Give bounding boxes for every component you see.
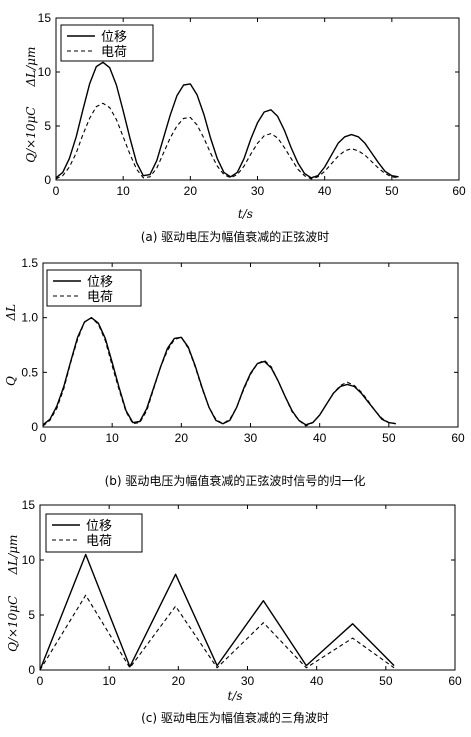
legend-label: 电荷 [101,45,127,60]
x-tick-label: 20 [172,674,186,688]
y-tick-label: 10 [22,553,36,567]
y-tick-label: 5 [44,119,51,133]
legend-label: 位移 [87,275,113,290]
x-tick-label: 40 [313,431,327,445]
series-line-displacement [42,317,396,426]
legend-box [46,269,142,307]
legend-box [60,24,154,62]
y-axis-label-top: ΔL/μm [24,47,38,88]
legend-label: 电荷 [87,290,113,305]
y-tick-label: 0 [28,663,35,677]
legend-label: 位移 [101,30,127,45]
y-tick-label: 10 [38,65,52,79]
x-tick-label: 50 [379,674,393,688]
y-axis-label-bottom: Q/×10μC [24,107,38,163]
series-line-charge [42,317,396,427]
x-axis-label: t/s [238,207,253,221]
y-tick-label: 0 [31,420,38,434]
y-tick-label: 15 [38,11,52,25]
x-tick-label: 0 [40,431,47,445]
x-tick-label: 50 [385,184,399,198]
x-tick-label: 10 [105,431,119,445]
x-tick-label: 20 [184,184,198,198]
y-tick-label: 15 [22,498,36,512]
x-tick-label: 40 [318,184,332,198]
panel-caption: (b) 驱动电压为幅值衰减的正弦波时信号的归一化 [105,473,366,488]
y-axis-label-top: ΔL [4,304,18,322]
x-tick-label: 60 [451,431,465,445]
x-tick-label: 40 [310,674,324,688]
y-tick-label: 1.0 [21,311,38,325]
y-tick-label: 1.5 [21,256,38,270]
panel-caption: (a) 驱动电压为幅值衰减的正弦波时 [141,229,330,244]
series-line-charge [39,594,395,671]
x-tick-label: 0 [53,184,60,198]
series-line-displacement [55,61,399,179]
legend-box [45,513,143,553]
x-tick-label: 50 [382,431,396,445]
x-tick-label: 30 [241,674,255,688]
y-tick-label: 5 [28,608,35,622]
y-axis-label-top: ΔL/μm [6,535,20,576]
panel-caption: (c) 驱动电压为幅值衰减的三角波时 [141,710,329,725]
series-line-displacement [39,553,395,671]
x-tick-label: 30 [251,184,265,198]
y-axis-label-bottom: Q [4,376,18,386]
series-line-charge [55,102,399,180]
y-tick-label: 0.5 [21,365,38,379]
x-axis-label: t/s [228,689,243,703]
x-tick-label: 20 [175,431,189,445]
legend-label: 电荷 [86,534,112,549]
x-tick-label: 10 [102,674,116,688]
x-tick-label: 10 [116,184,130,198]
x-tick-label: 0 [37,674,44,688]
x-tick-label: 60 [448,674,462,688]
y-tick-label: 0 [44,173,51,187]
y-axis-label-bottom: Q/×10μC [6,596,20,652]
legend-label: 位移 [86,519,112,534]
x-tick-label: 30 [244,431,258,445]
x-tick-label: 60 [452,184,466,198]
